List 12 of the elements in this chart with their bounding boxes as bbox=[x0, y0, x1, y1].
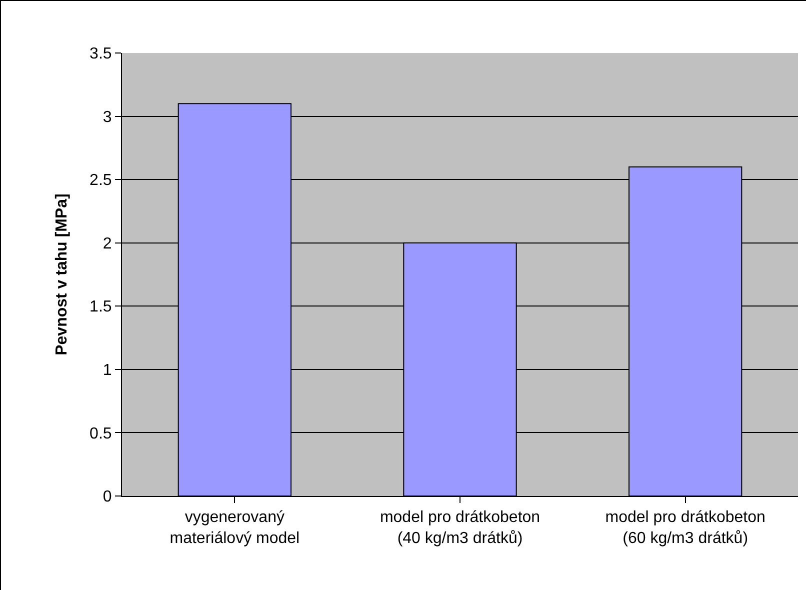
x-tick-label: model pro drátkobeton (40 kg/m3 drátků) bbox=[380, 509, 540, 547]
x-tick-label: model pro drátkobeton (60 kg/m3 drátků) bbox=[605, 509, 766, 547]
y-tick-label: 3 bbox=[102, 108, 112, 126]
y-tick-label: 2.5 bbox=[90, 172, 112, 190]
y-tick-label: 0.5 bbox=[90, 425, 112, 442]
y-tick-label: 0 bbox=[102, 488, 112, 506]
x-tick-label: vygenerovaný materiálový model bbox=[170, 509, 300, 547]
y-axis-title: Pevnost v tahu [MPa] bbox=[53, 194, 70, 356]
y-tick-label: 1.5 bbox=[90, 298, 112, 316]
y-tick-label: 1 bbox=[102, 362, 112, 380]
y-tick-label: 3.5 bbox=[90, 46, 112, 63]
y-tick-label: 2 bbox=[102, 235, 112, 252]
